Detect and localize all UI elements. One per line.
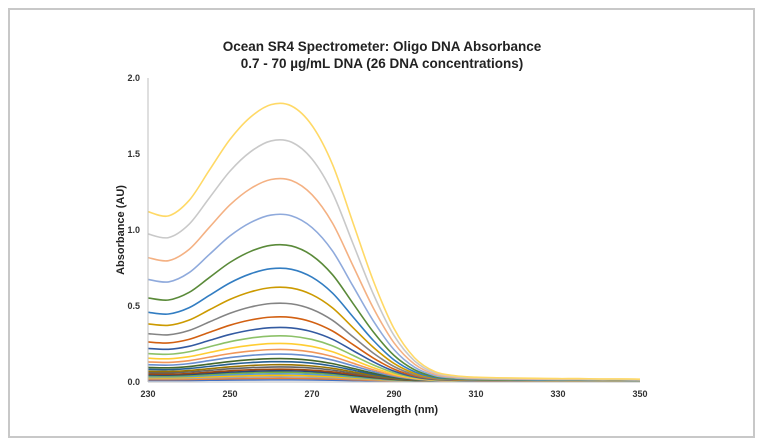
- y-tick-label: 2.0: [127, 73, 140, 83]
- chart-title: Ocean SR4 Spectrometer: Oligo DNA Absorb…: [223, 39, 542, 54]
- x-axis-label: Wavelength (nm): [350, 404, 439, 416]
- series-group: [147, 102, 641, 383]
- y-tick-label: 0.0: [127, 377, 140, 387]
- x-tick-label: 350: [632, 389, 647, 399]
- x-tick-label: 290: [386, 389, 401, 399]
- tick-labels: 230 250 270 290 310 330 350 0.0 0.5 1.0 1.5 2.0: [127, 73, 647, 399]
- series-line-26: [147, 102, 641, 380]
- x-tick-label: 330: [550, 389, 565, 399]
- y-axis-label: Absorbance (AU): [115, 185, 127, 275]
- y-tick-label: 0.5: [127, 301, 140, 311]
- y-tick-label: 1.5: [127, 149, 140, 159]
- x-tick-label: 270: [304, 389, 319, 399]
- y-tick-label: 1.0: [127, 225, 140, 235]
- chart-frame: [8, 8, 755, 438]
- x-tick-label: 310: [468, 389, 483, 399]
- x-tick-label: 230: [140, 389, 155, 399]
- chart-subtitle: 0.7 - 70 µg/mL DNA (26 DNA concentration…: [241, 56, 524, 71]
- x-tick-label: 250: [222, 389, 237, 399]
